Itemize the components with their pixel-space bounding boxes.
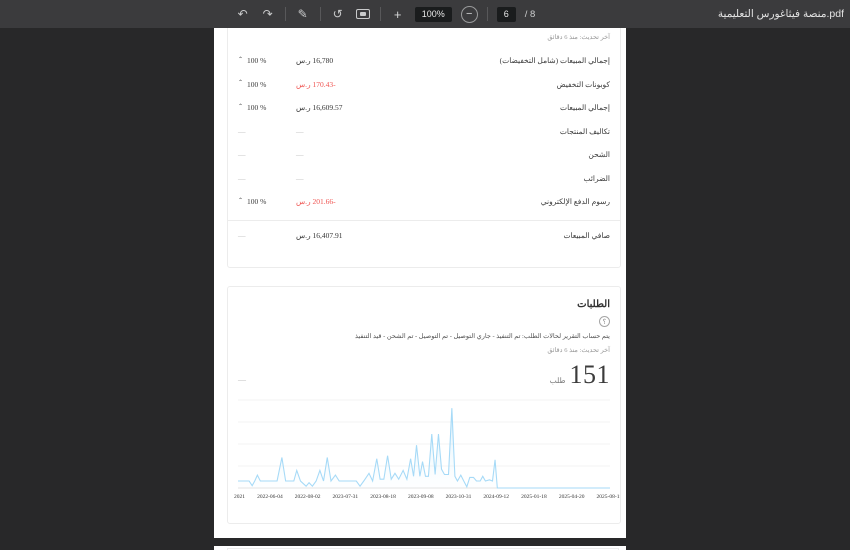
row-percent-change: — <box>238 150 246 160</box>
summary-rows: إجمالي المبيعات (شامل التخفيضات) 16,780 ر… <box>238 49 610 214</box>
row-percent-change: — <box>238 173 246 183</box>
row-value: 16,609.57 ر.س <box>296 103 343 113</box>
orders-card: الطلبات ؟ يتم حساب التقرير لحالات الطلب:… <box>227 286 621 524</box>
x-axis-tick-label: 2021 <box>234 494 246 500</box>
toolbar-separator <box>379 7 381 21</box>
x-axis-tick-label: 2022-08-02 <box>294 494 321 500</box>
x-axis-tick-label: 2025-08-11 <box>596 494 621 500</box>
zoom-out-button[interactable]: − <box>460 5 478 23</box>
card-glyph <box>355 9 370 19</box>
x-axis-tick-label: 2022-06-04 <box>257 494 283 500</box>
row-value: 16,780 ر.س <box>296 56 334 66</box>
summary-row: تكاليف المنتجات — — <box>238 120 610 144</box>
orders-count-unit: طلب <box>549 376 566 385</box>
orders-chart-svg <box>238 399 610 489</box>
zoom-in-button[interactable]: + <box>393 6 402 22</box>
row-percent-change: — <box>238 231 246 240</box>
summary-row: صافي المبيعات 16,407.91 ر.س — <box>238 221 610 251</box>
page-count-label: / 8 <box>524 8 536 20</box>
toolbar-separator <box>319 7 321 21</box>
pdf-toolbar: ↶ ↷ ✎ ↺ + 100% − 6 / 8 منصة فيثاغورس الت… <box>0 0 850 28</box>
row-value: — <box>296 173 304 183</box>
orders-comparison-dash: — <box>238 375 246 384</box>
row-label: تكاليف المنتجات <box>559 126 610 136</box>
row-value: -201.66 ر.س <box>296 197 336 207</box>
orders-card-title: الطلبات <box>577 299 610 310</box>
pdf-page-next <box>214 546 626 550</box>
row-value: — <box>296 150 304 160</box>
summary-row: إجمالي المبيعات 16,609.57 ر.س ⌃ 100 % <box>238 96 610 120</box>
row-percent-change: ⌃ 100 % <box>238 79 267 89</box>
sales-summary-card: آخر تحديث: منذ 6 دقائق إجمالي المبيعات (… <box>227 28 621 268</box>
undo-icon[interactable]: ↶ <box>237 7 248 21</box>
orders-status-description: يتم حساب التقرير لحالات الطلب: تم التنفي… <box>355 333 610 340</box>
summary-row: الشحن — — <box>238 143 610 167</box>
toolbar-separator <box>486 7 488 21</box>
help-icon[interactable]: ؟ <box>599 316 610 327</box>
caret-up-icon: ⌃ <box>238 80 244 87</box>
summary-row: الضرائب — — <box>238 167 610 191</box>
toolbar-controls: ↶ ↷ ✎ ↺ + 100% − 6 / 8 <box>235 5 536 23</box>
summary-row: إجمالي المبيعات (شامل التخفيضات) 16,780 ر… <box>238 49 610 73</box>
row-percent-change: ⌃ 100 % <box>238 56 267 66</box>
row-label: الشحن <box>588 150 610 160</box>
caret-up-icon: ⌃ <box>238 56 244 63</box>
x-axis-tick-label: 2023-10-31 <box>445 494 472 500</box>
row-value: -170.43 ر.س <box>296 79 336 89</box>
toolbar-separator <box>284 7 286 21</box>
row-label: إجمالي المبيعات (شامل التخفيضات) <box>499 56 610 66</box>
rotate-icon[interactable]: ↺ <box>332 7 343 21</box>
orders-chart[interactable] <box>238 398 610 490</box>
row-label: إجمالي المبيعات <box>560 103 610 113</box>
orders-stat-line: 151 طلب — <box>238 362 610 388</box>
x-axis-tick-label: 2023-09-08 <box>407 494 434 500</box>
pdf-page: آخر تحديث: منذ 6 دقائق إجمالي المبيعات (… <box>214 28 626 538</box>
x-axis-tick-label: 2023-08-18 <box>370 494 396 500</box>
orders-count-value: 151 <box>569 360 610 389</box>
x-axis-tick-label: 2025-04-20 <box>558 494 585 500</box>
divider <box>228 219 620 221</box>
page-number-input[interactable]: 6 <box>496 6 516 22</box>
x-axis-tick-label: 2024-09-12 <box>483 494 510 500</box>
x-axis-tick-label: 2025-01-18 <box>521 494 547 500</box>
row-percent-change: ⌃ 100 % <box>238 103 267 113</box>
redo-icon[interactable]: ↷ <box>262 7 273 21</box>
two-page-view-icon[interactable] <box>355 6 371 22</box>
row-value: — <box>296 126 304 136</box>
caret-up-icon: ⌃ <box>238 103 244 110</box>
document-title: منصة فيثاغورس التعليمية.pdf <box>717 8 844 20</box>
row-value: 16,407.91 ر.س <box>296 231 343 240</box>
row-label: الضرائب <box>583 173 610 183</box>
row-percent-change: — <box>238 126 246 136</box>
row-label: رسوم الدفع الإلكتروني <box>540 197 610 207</box>
row-percent-change: ⌃ 100 % <box>238 197 267 207</box>
annotate-pen-icon[interactable]: ✎ <box>297 7 308 21</box>
summary-row: كوبونات التخفيض -170.43 ر.س ⌃ 100 % <box>238 73 610 97</box>
row-label: صافي المبيعات <box>563 231 610 240</box>
summary-row: رسوم الدفع الإلكتروني -201.66 ر.س ⌃ 100 % <box>238 190 610 214</box>
last-updated-text: آخر تحديث: منذ 6 دقائق <box>547 34 610 41</box>
next-card-top-border <box>227 548 619 550</box>
chart-x-axis-labels: 2025-08-11 2025-04-20 2025-01-18 2024-09-12… <box>234 494 621 500</box>
last-updated-text: آخر تحديث: منذ 6 دقائق <box>547 347 610 354</box>
row-label: كوبونات التخفيض <box>556 79 610 89</box>
caret-up-icon: ⌃ <box>238 197 244 204</box>
summary-total-row-container: صافي المبيعات 16,407.91 ر.س — <box>238 221 610 251</box>
zoom-level-box[interactable]: 100% <box>414 6 452 22</box>
x-axis-tick-label: 2023-07-31 <box>332 494 359 500</box>
